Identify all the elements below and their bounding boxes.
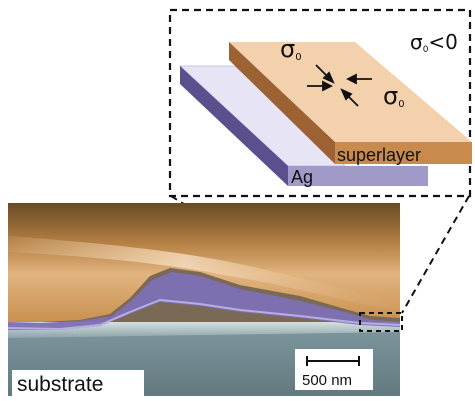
superlayer-top-face <box>229 42 472 142</box>
substrate-label-bg <box>12 370 144 396</box>
superlayer-front-face <box>335 142 472 164</box>
substrate-label: substrate <box>17 373 103 396</box>
superlayer-side-face <box>229 42 335 164</box>
ag-label: Ag <box>291 167 313 187</box>
scale-bar: 500 nm <box>295 349 373 390</box>
zoom-line-right <box>401 195 470 314</box>
superlayer-label: superlayer <box>337 145 421 165</box>
ag-front-face <box>288 166 428 186</box>
scale-bar-bg <box>295 349 373 390</box>
superlayer-highlight <box>8 236 400 312</box>
ag-side-face <box>180 66 288 186</box>
superlayer-layer <box>229 42 472 164</box>
sigma-right-label: σ0 <box>383 82 405 110</box>
sem-micrograph: substrate 500 nm <box>7 203 403 396</box>
substrate-edge-band <box>8 322 400 338</box>
sigma-top-label: σ0 <box>280 35 302 63</box>
scale-bar-label: 500 nm <box>302 372 352 389</box>
ag-film-edge <box>7 298 401 331</box>
inset-dashed-frame <box>168 8 472 198</box>
stress-condition-label: σ0<0 <box>410 30 458 55</box>
zoom-region-box <box>359 312 403 332</box>
inset-schematic: σ0 σ0 σ0<0 superlayer Ag <box>168 8 472 198</box>
ag-layer <box>178 65 428 186</box>
stress-arrows <box>307 64 372 107</box>
